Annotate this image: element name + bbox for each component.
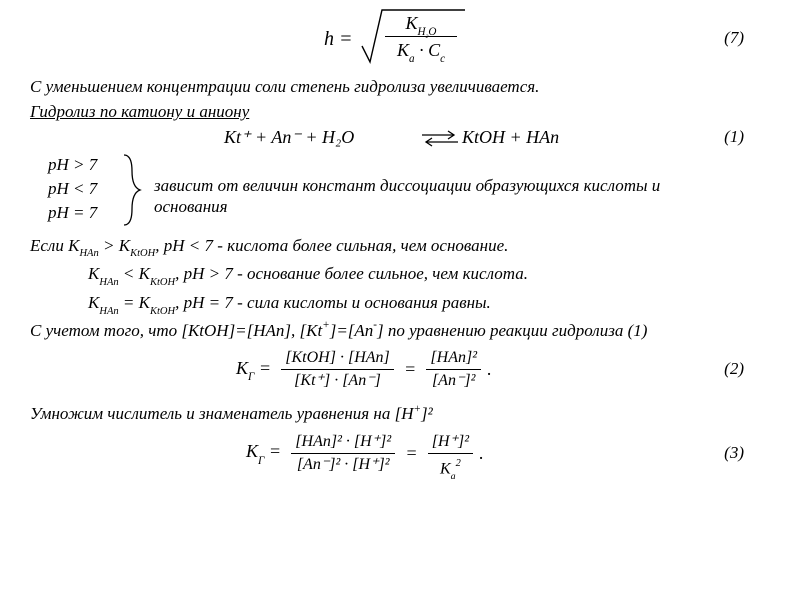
eq2-frac2: [HAn]² [An⁻]² <box>426 347 481 392</box>
equation-7: h = KH2O Ka · Cc (7) <box>30 6 774 72</box>
eq2-number: (2) <box>724 359 744 379</box>
para2c: ] по уравнению реакции гидролиза (1) <box>377 321 647 340</box>
eq3-f1-num: [HAn]² · [H⁺]² <box>291 431 395 453</box>
case3-sub2: KtOH <box>150 306 175 317</box>
ph-cases: pH > 7 pH < 7 pH = 7 <box>48 153 97 225</box>
eq7-den-dot: · <box>419 40 424 60</box>
eq3-eq: = <box>264 441 281 461</box>
para2a-sup: + <box>322 319 329 331</box>
eq3-f2-den-sup: 2 <box>456 458 461 469</box>
eq2-K: K <box>236 358 248 378</box>
eq3-number: (3) <box>724 443 744 463</box>
ph-lt-7: pH < 7 <box>48 177 97 201</box>
eq2-dot: . <box>485 359 492 380</box>
case2-mid: < K <box>119 264 150 283</box>
case1-sub2: KtOH <box>130 248 155 259</box>
eq3-K: K <box>246 441 258 461</box>
case3-post: , pH = 7 - сила кислоты и основания равн… <box>175 293 491 312</box>
eq3-frac2: [H⁺]² Ka2 <box>428 431 473 476</box>
eq2-f1-den: [Kt⁺] · [An⁻] <box>281 370 393 392</box>
eq7-num-sub-H: H <box>418 26 426 38</box>
eq1-products: KtOH + HAn <box>462 127 559 148</box>
eq7-numerator: KH2O <box>385 10 457 36</box>
eq3-f2-den-K: K <box>440 460 451 477</box>
eq7-den-Ka-K: K <box>397 40 409 60</box>
eq7-den-Cc-C: C <box>428 40 440 60</box>
eq2-lhs: KГ = <box>230 358 277 382</box>
eq3-f1-den: [An⁻]² · [H⁺]² <box>291 454 395 476</box>
eq2-f2-num: [HAn]² <box>426 347 481 369</box>
paragraph-concentration: С уменьшением концентрации соли степень … <box>30 76 774 97</box>
case2-sub2: KtOH <box>150 277 175 288</box>
eq2-f1-num: [KtOH] · [HAn] <box>281 347 393 369</box>
heading-hydrolysis-cation-anion: Гидролиз по катиону и аниону <box>30 101 774 122</box>
case3-pre: K <box>88 293 99 312</box>
paragraph-considering: С учетом того, что [KtOH]=[HAn], [Kt+]=[… <box>30 320 774 341</box>
eq7-lhs: h = <box>324 28 353 51</box>
ph-brace-block: pH > 7 pH < 7 pH = 7 зависит от величин … <box>30 153 774 227</box>
eq3-mid: = <box>399 443 423 464</box>
case1-post: , pH < 7 - кислота более сильная, чем ос… <box>155 236 508 255</box>
case1-mid: > K <box>99 236 130 255</box>
eq3-lhs: KГ = <box>240 441 287 465</box>
case-3: KHAn = KKtOH, pH = 7 - сила кислоты и ос… <box>88 292 774 317</box>
case1-pre: Если K <box>30 236 79 255</box>
eq3-f2-num: [H⁺]² <box>428 431 473 453</box>
eq7-denominator: Ka · Cc <box>385 37 457 63</box>
right-brace-icon <box>120 151 142 229</box>
eq3-body: KГ = [HAn]² · [H⁺]² [An⁻]² · [H⁺]² = [H⁺… <box>240 431 484 476</box>
eq3-dot: . <box>477 443 484 464</box>
para2b: ]=[An <box>330 321 374 340</box>
eq7-den-Cc-sub: c <box>440 53 445 65</box>
ph-depends-text: зависит от величин констант диссоциации … <box>154 175 714 218</box>
case3-mid: = K <box>119 293 150 312</box>
para3-sup: + <box>414 403 421 415</box>
eq2-sub: Г <box>248 371 254 383</box>
para3-end: ]² <box>421 404 433 423</box>
equation-1-reaction: Kt⁺ + An⁻ + H₂O KtOH + HAn (1) <box>30 127 774 151</box>
equation-2: KГ = [KtOH] · [HAn] [Kt⁺] · [An⁻] = [HAn… <box>30 345 774 395</box>
eq2-mid: = <box>398 359 422 380</box>
page-root: h = KH2O Ka · Cc (7) С уменьшением конце… <box>0 0 800 600</box>
eq1-reactants: Kt⁺ + An⁻ + H₂O <box>224 127 354 148</box>
case-1: Если KHAn > KKtOH, pH < 7 - кислота боле… <box>30 235 774 260</box>
ph-gt-7: pH > 7 <box>48 153 97 177</box>
para2b-sup: - <box>373 319 377 331</box>
case2-pre: K <box>88 264 99 283</box>
case2-sub1: HAn <box>99 277 118 288</box>
eq3-frac1: [HAn]² · [H⁺]² [An⁻]² · [H⁺]² <box>291 431 395 476</box>
eq2-frac1: [KtOH] · [HAn] [Kt⁺] · [An⁻] <box>281 347 393 392</box>
eq7-den-Ka-sub: a <box>409 53 415 65</box>
eq3-sub: Г <box>258 455 264 467</box>
eq2-eq: = <box>254 358 271 378</box>
eq7-num-sub-O: O <box>428 26 436 38</box>
case2-post: , pH > 7 - основание более сильное, чем … <box>175 264 528 283</box>
para2a: С учетом того, что [KtOH]=[HAn], [Kt <box>30 321 322 340</box>
case3-sub1: HAn <box>99 306 118 317</box>
eq1-number: (1) <box>724 127 744 147</box>
case-2: KHAn < KKtOH, pH > 7 - основание более с… <box>88 263 774 288</box>
ph-eq-7: pH = 7 <box>48 201 97 225</box>
eq3-f2-den: Ka2 <box>428 454 473 476</box>
eq2-body: KГ = [KtOH] · [HAn] [Kt⁺] · [An⁻] = [HAn… <box>230 347 492 392</box>
equilibrium-arrows-icon <box>420 128 460 148</box>
eq2-f2-den: [An⁻]² <box>426 370 481 392</box>
paragraph-multiply: Умножим числитель и знаменатель уравнени… <box>30 403 774 424</box>
eq7-num-K: K <box>406 13 418 33</box>
para3: Умножим числитель и знаменатель уравнени… <box>30 404 414 423</box>
case1-sub1: HAn <box>79 248 98 259</box>
equation-3: KГ = [HAn]² · [H⁺]² [An⁻]² · [H⁺]² = [H⁺… <box>30 429 774 479</box>
eq3-f2-den-sub: a <box>451 471 456 482</box>
eq7-number: (7) <box>724 28 744 48</box>
eq7-fraction: KH2O Ka · Cc <box>385 10 457 63</box>
